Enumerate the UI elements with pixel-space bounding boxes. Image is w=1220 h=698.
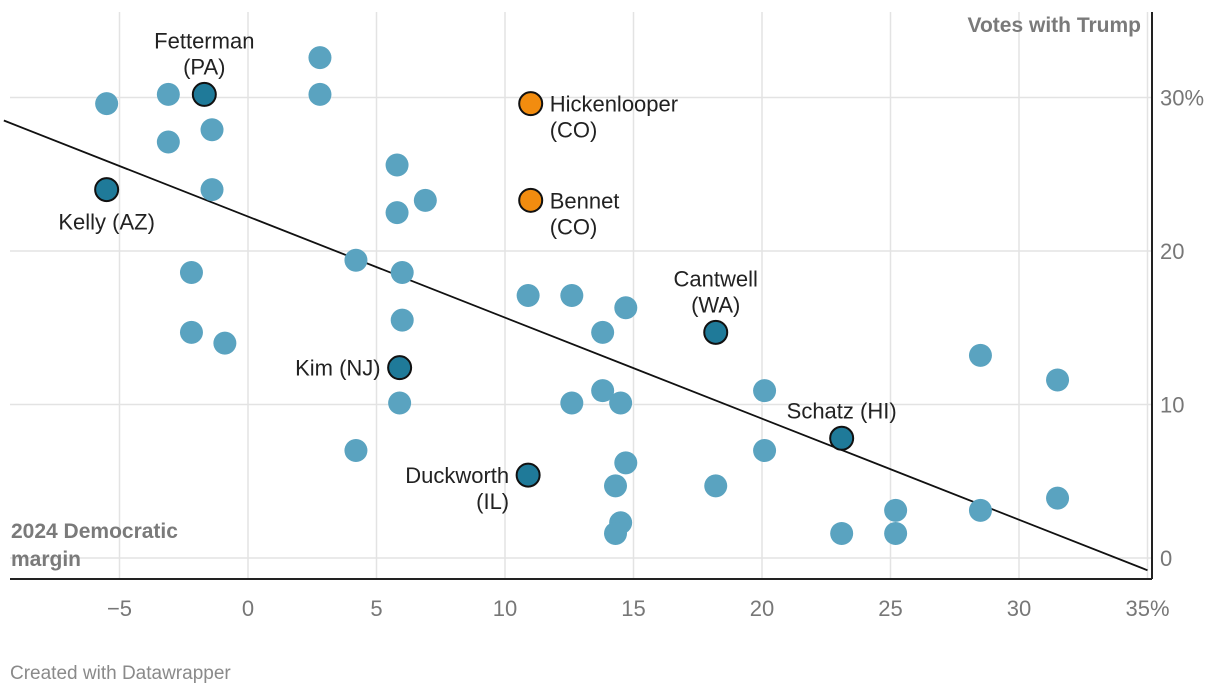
- data-point: [604, 474, 628, 498]
- x-tick-label: 15: [621, 596, 645, 621]
- x-tick-label: 0: [242, 596, 254, 621]
- point-label: Bennet: [550, 188, 620, 213]
- point-label: Cantwell: [674, 266, 758, 291]
- footer-credit: Created with Datawrapper: [10, 663, 231, 684]
- grid-lines: [10, 12, 1152, 579]
- data-point: [591, 320, 615, 344]
- point-label: (CO): [550, 118, 598, 143]
- highlighted-point: [703, 319, 729, 345]
- data-point: [614, 296, 638, 320]
- highlighted-point: [829, 425, 855, 451]
- x-tick-label: 35%: [1125, 596, 1169, 621]
- highlighted-point: [94, 177, 120, 203]
- data-point: [344, 248, 368, 272]
- data-point: [614, 451, 638, 475]
- data-point: [179, 320, 203, 344]
- data-point: [308, 82, 332, 106]
- point-label: Schatz (HI): [787, 398, 897, 423]
- data-point: [200, 118, 224, 142]
- x-tick-label: 20: [750, 596, 774, 621]
- y-tick-label: 30%: [1160, 86, 1204, 111]
- highlighted-point: [518, 91, 544, 117]
- highlighted-point: [518, 187, 544, 213]
- data-point: [968, 498, 992, 522]
- point-label: (IL): [476, 489, 509, 514]
- trend-line: [3, 119, 1148, 572]
- data-point: [884, 498, 908, 522]
- trend-line-group: [3, 119, 1148, 572]
- data-point: [753, 379, 777, 403]
- x-tick-label: 10: [493, 596, 517, 621]
- data-point: [830, 521, 854, 545]
- data-point: [1046, 368, 1070, 392]
- point-label: Hickenlooper: [550, 92, 678, 117]
- data-point: [753, 439, 777, 463]
- data-point: [604, 521, 628, 545]
- highlighted-point: [387, 355, 413, 381]
- point-label: Duckworth: [405, 463, 509, 488]
- point-labels: Fetterman(PA)Kelly (AZ)Hickenlooper(CO)B…: [58, 28, 896, 514]
- data-point: [390, 308, 414, 332]
- point-label: Kelly (AZ): [58, 210, 155, 235]
- y-tick-label: 20: [1160, 239, 1184, 264]
- data-point: [385, 153, 409, 177]
- point-label: Fetterman: [154, 28, 254, 53]
- data-point: [179, 260, 203, 284]
- data-point: [388, 391, 412, 415]
- data-point: [560, 284, 584, 308]
- x-tick-label: 5: [370, 596, 382, 621]
- x-tick-label: −5: [107, 596, 132, 621]
- data-point: [213, 331, 237, 355]
- data-point: [156, 82, 180, 106]
- data-point: [308, 46, 332, 70]
- data-points: [94, 46, 1070, 545]
- y-tick-label: 0: [1160, 546, 1172, 571]
- x-tick-label: 25: [878, 596, 902, 621]
- data-point: [968, 343, 992, 367]
- axes: −5 0 5 10 15 20 25 30 35% 0 10 20 30%: [10, 12, 1204, 621]
- data-point: [704, 474, 728, 498]
- x-axis-title: 2024 Democratic margin: [11, 520, 178, 571]
- data-point: [390, 260, 414, 284]
- highlighted-point: [191, 81, 217, 107]
- y-axis-title: Votes with Trump: [968, 14, 1141, 37]
- data-point: [884, 521, 908, 545]
- data-point: [156, 130, 180, 154]
- data-point: [344, 439, 368, 463]
- x-tick-label: 30: [1007, 596, 1031, 621]
- data-point: [95, 92, 119, 116]
- data-point: [200, 178, 224, 202]
- data-point: [385, 201, 409, 225]
- point-label: (CO): [550, 214, 598, 239]
- data-point: [516, 284, 540, 308]
- point-label: (PA): [183, 54, 225, 79]
- highlighted-point: [515, 462, 541, 488]
- data-point: [591, 379, 615, 403]
- point-label: (WA): [691, 292, 740, 317]
- data-point: [413, 188, 437, 212]
- y-tick-label: 10: [1160, 393, 1184, 418]
- data-point: [1046, 486, 1070, 510]
- data-point: [560, 391, 584, 415]
- data-point: [609, 391, 633, 415]
- point-label: Kim (NJ): [295, 356, 381, 381]
